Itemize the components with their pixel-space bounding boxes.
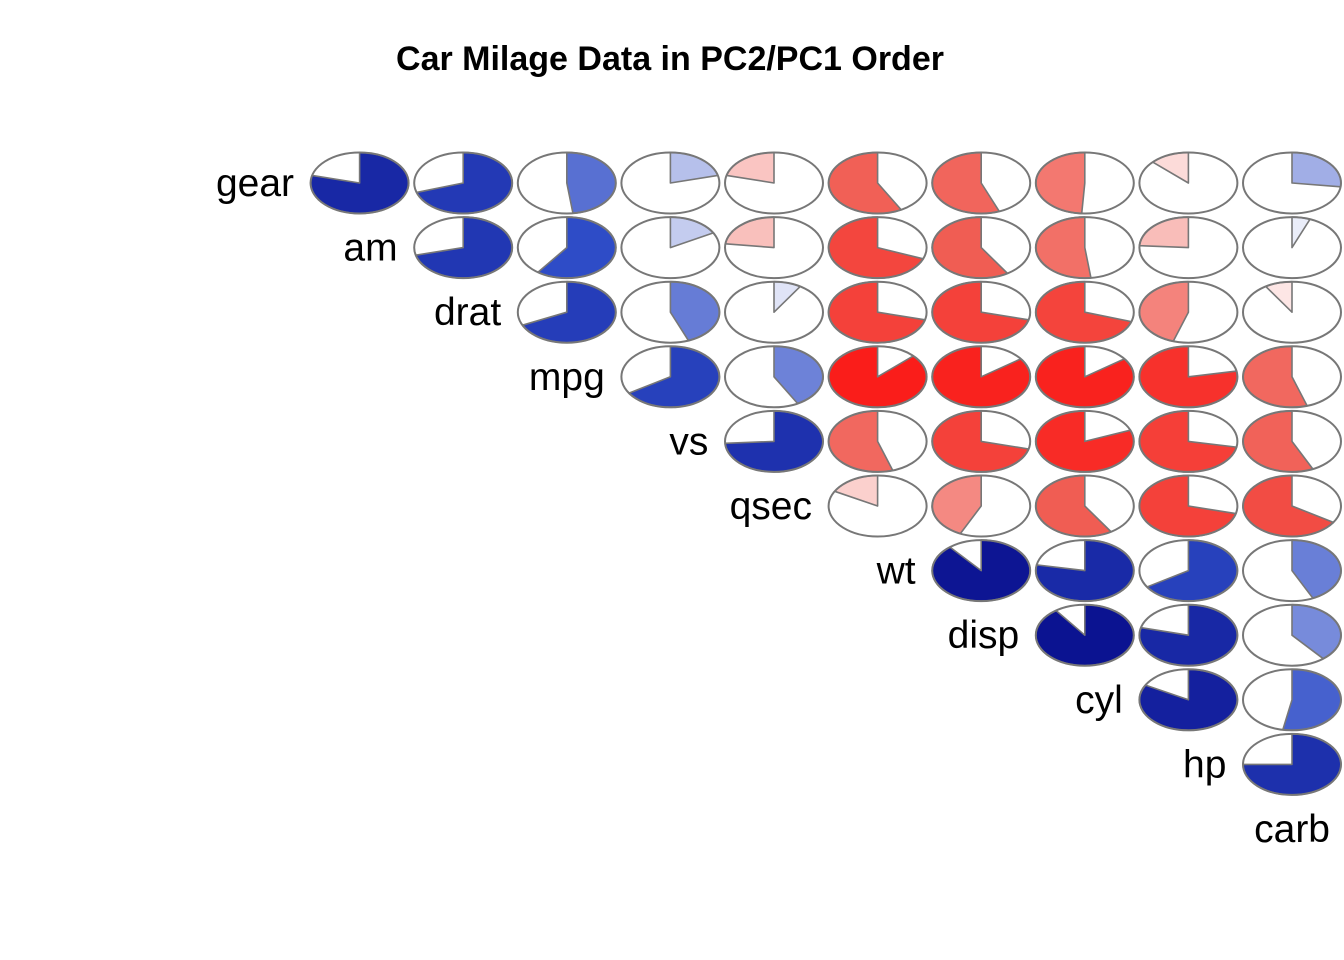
cell-hp-carb [1242, 732, 1342, 796]
cell-am-disp [931, 216, 1032, 280]
label-gear: gear [216, 162, 294, 205]
cell-am-wt [827, 216, 928, 280]
label-hp: hp [1183, 743, 1226, 786]
cell-wt-hp [1138, 539, 1239, 603]
cell-am-mpg [516, 216, 617, 280]
cell-gear-carb [1242, 151, 1342, 215]
cell-disp-cyl [1034, 603, 1135, 667]
label-cyl: cyl [1075, 679, 1123, 722]
cell-gear-am [309, 151, 410, 215]
cell-vs-cyl [1034, 409, 1135, 473]
cell-am-qsec [724, 216, 824, 280]
cell-qsec-wt [827, 474, 928, 538]
cell-drat-cyl [1034, 280, 1135, 344]
chart-title: Car Milage Data in PC2/PC1 Order [396, 40, 944, 78]
pie-wedge [1035, 216, 1092, 279]
cell-mpg-wt [827, 345, 928, 409]
label-wt: wt [876, 550, 916, 593]
cell-vs-carb [1242, 409, 1342, 473]
cell-wt-carb [1242, 539, 1342, 603]
cell-mpg-carb [1242, 345, 1342, 409]
cell-drat-hp [1138, 280, 1239, 344]
cell-vs-hp [1138, 409, 1239, 473]
cell-wt-disp [931, 539, 1032, 603]
cell-gear-hp [1138, 151, 1239, 215]
cell-vs-wt [827, 409, 928, 473]
cell-qsec-cyl [1034, 474, 1135, 538]
cell-am-cyl [1034, 216, 1135, 280]
label-am: am [343, 227, 397, 270]
cell-qsec-carb [1242, 474, 1342, 538]
cell-am-drat [413, 216, 514, 280]
label-mpg: mpg [529, 356, 605, 399]
cell-cyl-carb [1242, 668, 1342, 732]
cell-vs-qsec [724, 409, 824, 473]
label-vs: vs [669, 420, 708, 463]
cell-mpg-disp [931, 345, 1032, 409]
pie-cells [309, 151, 1342, 796]
cell-wt-cyl [1034, 539, 1135, 603]
cell-gear-vs [620, 151, 721, 215]
cell-mpg-qsec [724, 345, 824, 409]
cell-mpg-hp [1138, 345, 1239, 409]
cell-drat-vs [620, 280, 721, 344]
pie-wedge [566, 151, 617, 215]
cell-gear-qsec [724, 151, 824, 215]
cell-am-vs [620, 216, 721, 280]
cell-gear-disp [931, 151, 1032, 215]
cell-drat-wt [827, 280, 928, 344]
cell-gear-cyl [1034, 151, 1135, 215]
label-drat: drat [434, 291, 501, 334]
cell-am-carb [1242, 216, 1342, 280]
cell-disp-hp [1138, 603, 1239, 667]
cell-gear-mpg [516, 151, 617, 215]
cell-disp-carb [1242, 603, 1342, 667]
cell-qsec-hp [1138, 474, 1239, 538]
cell-vs-disp [931, 409, 1032, 473]
cell-drat-qsec [724, 280, 824, 344]
cell-mpg-cyl [1034, 345, 1135, 409]
cell-drat-mpg [516, 280, 617, 344]
cell-gear-wt [827, 151, 928, 215]
cell-mpg-vs [620, 345, 721, 409]
label-disp: disp [948, 614, 1020, 657]
label-qsec: qsec [730, 485, 812, 528]
pie-wedge [1035, 151, 1086, 215]
cell-am-hp [1138, 216, 1239, 280]
cell-cyl-hp [1138, 668, 1239, 732]
cell-qsec-disp [931, 474, 1032, 538]
pie-wedge [1282, 668, 1342, 732]
cell-gear-drat [413, 151, 514, 215]
cell-drat-carb [1242, 280, 1342, 344]
cell-drat-disp [931, 280, 1032, 344]
pie-wedge [1291, 151, 1342, 188]
label-carb: carb [1254, 808, 1330, 851]
